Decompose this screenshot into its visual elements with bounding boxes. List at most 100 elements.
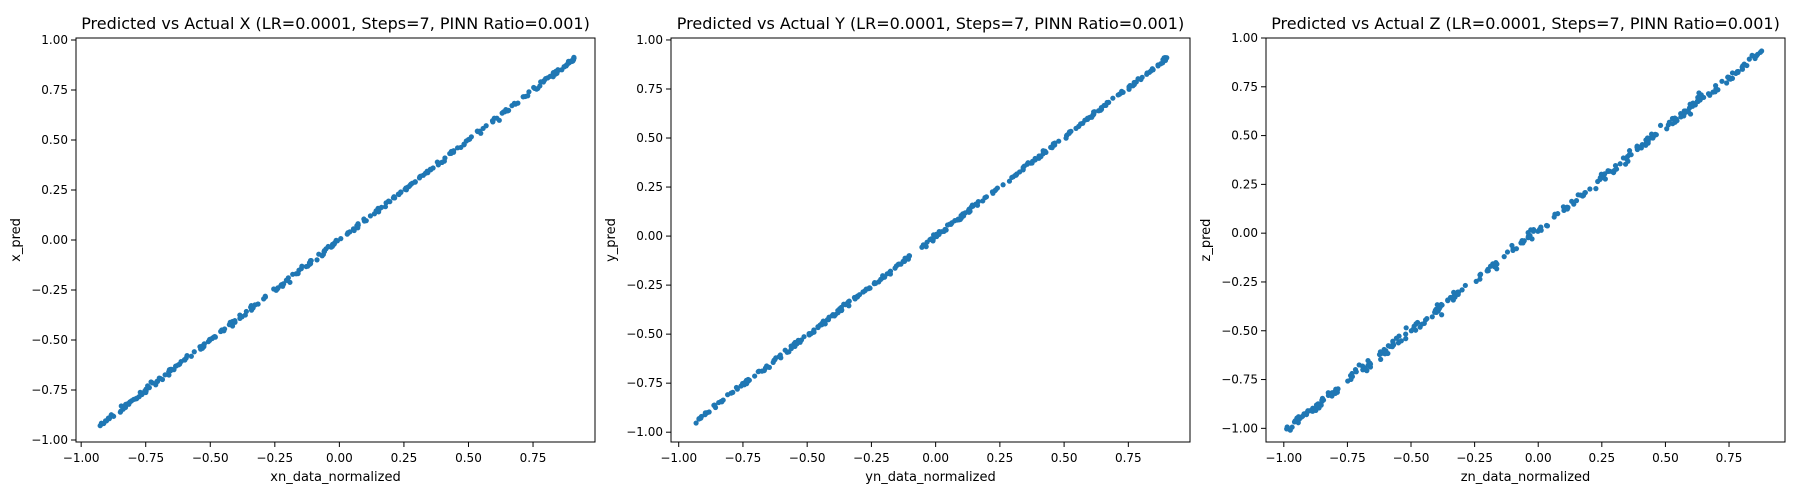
data-point <box>134 395 140 401</box>
scatter-points <box>693 54 1170 426</box>
x-tick-label: 0.00 <box>922 451 949 465</box>
y-tick-label: −0.50 <box>626 327 663 341</box>
data-point <box>334 238 340 244</box>
data-point <box>1381 346 1387 353</box>
data-point <box>1652 131 1658 137</box>
data-point <box>1131 81 1137 88</box>
x-tick-label: 0.75 <box>1716 451 1743 465</box>
data-point <box>1587 186 1593 192</box>
data-point <box>191 349 197 355</box>
data-point <box>1391 342 1397 348</box>
y-tick-label: −0.50 <box>31 333 68 347</box>
data-point <box>345 230 351 236</box>
data-point <box>500 109 507 115</box>
data-point <box>169 366 175 372</box>
data-point <box>1091 109 1097 115</box>
data-point <box>467 136 473 142</box>
x-tick-label: 0.00 <box>326 451 353 465</box>
data-point <box>1578 192 1584 198</box>
data-point <box>355 222 361 228</box>
chart-2: −1.00 −0.75 −0.50 −0.25 0.00 0.25 0.50 0.75 −1.0… <box>604 14 1191 485</box>
data-point <box>145 384 152 390</box>
data-point <box>1160 57 1166 63</box>
data-point <box>159 376 166 383</box>
data-point <box>1144 71 1150 77</box>
data-point <box>927 236 933 243</box>
data-point <box>351 227 357 234</box>
data-point <box>306 261 313 268</box>
data-point <box>718 398 724 405</box>
data-point <box>1424 316 1430 322</box>
data-point <box>232 318 238 324</box>
data-point <box>1501 254 1507 260</box>
data-point <box>1445 297 1451 303</box>
data-point <box>711 402 718 408</box>
data-point <box>1325 390 1331 396</box>
x-tick-label: −1.00 <box>63 451 100 465</box>
data-point <box>188 353 194 359</box>
x-tick-label: 0.00 <box>1525 451 1552 465</box>
data-point <box>218 328 224 335</box>
data-point <box>989 189 996 195</box>
data-point <box>777 352 783 358</box>
data-point <box>222 326 228 332</box>
data-point <box>1564 206 1570 212</box>
data-point <box>821 319 827 326</box>
data-point <box>1292 418 1298 424</box>
data-point <box>367 213 374 219</box>
data-point <box>1333 386 1339 392</box>
data-point <box>570 57 577 63</box>
data-point <box>408 181 414 187</box>
data-point <box>274 286 280 293</box>
data-point <box>740 380 746 387</box>
x-axis-label: yn_data_normalized <box>865 470 995 485</box>
x-tick-label: −0.25 <box>1456 451 1493 465</box>
data-point <box>106 416 112 422</box>
data-point <box>201 342 207 348</box>
data-point <box>1729 70 1736 76</box>
data-point <box>1678 114 1684 120</box>
data-point <box>852 296 858 302</box>
data-point <box>1078 121 1084 127</box>
data-point <box>435 162 441 168</box>
data-point <box>1439 312 1445 318</box>
data-point <box>1573 198 1580 204</box>
y-tick-label: 0.75 <box>41 83 68 97</box>
data-point <box>262 294 269 300</box>
data-point <box>1052 142 1058 148</box>
data-point <box>1612 163 1619 169</box>
y-tick-label: 0.25 <box>1231 177 1258 191</box>
data-point <box>1098 105 1105 111</box>
data-point <box>1519 238 1525 244</box>
data-point <box>1376 351 1383 358</box>
y-tick-label: 0.50 <box>41 133 68 147</box>
y-tick-label: −0.25 <box>626 278 663 292</box>
data-point <box>1689 103 1696 109</box>
data-point <box>1725 74 1731 80</box>
data-point <box>955 216 961 222</box>
data-point <box>1628 152 1634 158</box>
data-point <box>1419 321 1425 327</box>
data-point <box>1636 144 1642 150</box>
data-point <box>390 195 397 201</box>
data-point <box>319 253 325 259</box>
data-point <box>1695 94 1701 101</box>
data-point <box>892 265 898 271</box>
y-tick-label: −1.00 <box>31 433 68 447</box>
data-point <box>175 362 181 368</box>
data-point <box>1582 190 1588 196</box>
data-point <box>882 274 888 280</box>
data-point <box>280 283 286 289</box>
chart-title: Predicted vs Actual X (LR=0.0001, Steps=… <box>81 14 590 33</box>
y-tick-label: −0.75 <box>31 383 68 397</box>
data-point <box>1056 138 1062 144</box>
data-point <box>1605 168 1611 175</box>
data-point <box>1611 167 1618 174</box>
data-point <box>1484 268 1490 274</box>
data-point <box>102 418 109 424</box>
data-point <box>398 189 404 195</box>
y-tick-label: 0.75 <box>636 82 663 96</box>
data-point <box>1625 158 1631 164</box>
data-point <box>119 403 125 410</box>
